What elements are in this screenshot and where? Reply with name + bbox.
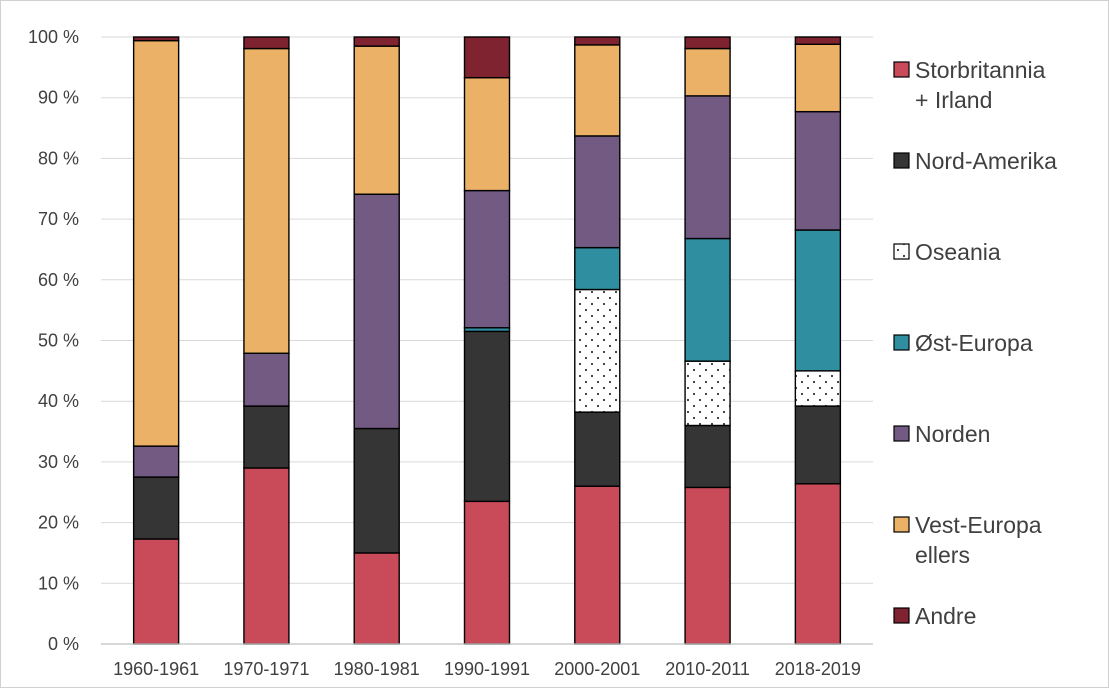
y-tick-label: 80 %	[38, 148, 79, 168]
legend-item-norden: Norden	[893, 421, 990, 447]
bar-segment-nord-amerika	[243, 405, 290, 469]
bar-segment-norden	[794, 110, 842, 231]
x-axis-tick-labels: 1960-1961 1970-1971 1980-1981 1990-1991 2000…	[113, 659, 861, 679]
legend-swatch	[893, 243, 910, 260]
legend-item-andre: Andre	[893, 603, 976, 629]
bar-stack-1980-1981	[353, 36, 400, 645]
x-tick-label: 2010-2011	[665, 659, 750, 679]
bar-segment-vest-europa-ellers	[794, 43, 842, 113]
y-tick-label: 90 %	[38, 88, 79, 108]
x-tick-label: 2000-2001	[554, 659, 640, 679]
bar-segment-andre	[684, 36, 731, 50]
bar-segment-storbritannia-irland	[463, 500, 511, 645]
legend-label: Andre	[915, 603, 976, 629]
x-tick-label: 1960-1961	[113, 659, 199, 679]
legend-label: Norden	[915, 421, 990, 447]
bar-segment-norden	[684, 95, 731, 240]
bar-segment-andre	[132, 36, 180, 42]
legend-label: Storbritannia	[915, 57, 1046, 83]
bar-segment-nord-amerika	[353, 427, 400, 554]
bar-segment-nord-amerika	[684, 424, 731, 489]
bar-segment-ost-europa	[684, 237, 731, 362]
y-tick-label: 50 %	[38, 331, 79, 351]
y-tick-label: 40 %	[38, 391, 79, 411]
bar-segment-nord-amerika	[794, 405, 842, 485]
bar-segment-nord-amerika	[132, 476, 180, 540]
bar-segment-norden	[243, 352, 290, 407]
legend-label: ellers	[915, 542, 970, 568]
bar-segment-andre	[574, 36, 621, 46]
bar-segment-vest-europa-ellers	[132, 39, 180, 447]
bar-segment-vest-europa-ellers	[243, 47, 290, 354]
legend-item-storbritannia-irland: Storbritannia + Irland	[893, 57, 1046, 113]
bar-segment-norden	[463, 189, 511, 329]
legend-label: Vest-Europa	[915, 512, 1042, 538]
bar-segment-vest-europa-ellers	[684, 47, 731, 97]
bar-stack-1970-1971	[243, 36, 290, 645]
bar-segment-storbritannia-irland	[353, 552, 400, 645]
y-tick-label: 100 %	[28, 27, 79, 47]
legend-swatch	[893, 61, 910, 78]
bar-segment-storbritannia-irland	[132, 538, 180, 645]
bar-segment-norden	[132, 445, 180, 478]
legend-swatch	[893, 607, 910, 624]
bar-stack-1960-1961	[132, 36, 180, 645]
bar-segment-storbritannia-irland	[684, 486, 731, 645]
legend-swatch	[893, 425, 910, 442]
bar-stack-2000-2001	[574, 36, 621, 645]
legend-swatch	[893, 516, 910, 533]
legend-item-oseania: Oseania	[893, 239, 1001, 265]
bar-segment-andre	[463, 36, 511, 79]
legend-label: + Irland	[915, 87, 992, 113]
x-tick-label: 1970-1971	[223, 659, 309, 679]
bar-segment-norden	[353, 193, 400, 430]
bar-segment-storbritannia-irland	[574, 485, 621, 645]
x-tick-label: 1990-1991	[444, 659, 530, 679]
bar-segment-oseania	[684, 360, 731, 427]
legend-swatch	[893, 152, 910, 169]
legend-item-vest-europa-ellers: Vest-Europa ellers	[893, 512, 1042, 568]
bar-segment-norden	[574, 135, 621, 249]
bar-segment-storbritannia-irland	[243, 467, 290, 645]
legend-swatch	[893, 334, 910, 351]
x-tick-label: 2018-2019	[775, 659, 861, 679]
bar-segment-andre	[794, 36, 842, 45]
legend: Storbritannia + Irland Nord-Amerika Oseania…	[893, 57, 1057, 629]
bar-segment-oseania	[574, 288, 621, 413]
bar-segment-ost-europa	[574, 246, 621, 291]
bar-stack-1990-1991	[463, 36, 511, 645]
legend-label: Øst-Europa	[915, 330, 1033, 356]
bar-segment-nord-amerika	[463, 330, 511, 503]
bar-segment-ost-europa	[794, 229, 842, 372]
legend-label: Oseania	[915, 239, 1001, 265]
y-tick-label: 0 %	[48, 634, 79, 654]
bar-segment-oseania	[794, 370, 842, 407]
bar-stack-2010-2011	[684, 36, 731, 645]
bar-segment-andre	[243, 36, 290, 50]
bar-segment-andre	[353, 36, 400, 47]
bar-stack-2018-2019	[794, 36, 842, 645]
legend-item-ost-europa: Øst-Europa	[893, 330, 1033, 356]
bar-segment-vest-europa-ellers	[353, 45, 400, 195]
y-axis-tick-labels: 0 % 10 % 20 % 30 % 40 % 50 % 60 % 70 % 80 % 90 % 1…	[28, 27, 79, 654]
y-tick-label: 30 %	[38, 452, 79, 472]
legend-item-nord-amerika: Nord-Amerika	[893, 148, 1057, 174]
y-tick-label: 10 %	[38, 573, 79, 593]
bar-segment-vest-europa-ellers	[574, 44, 621, 137]
y-tick-label: 60 %	[38, 270, 79, 290]
bar-segment-nord-amerika	[574, 411, 621, 487]
y-tick-label: 70 %	[38, 209, 79, 229]
x-tick-label: 1980-1981	[334, 659, 420, 679]
bar-segment-vest-europa-ellers	[463, 76, 511, 192]
y-tick-label: 20 %	[38, 513, 79, 533]
bar-stacks	[132, 36, 842, 645]
bar-segment-storbritannia-irland	[794, 483, 842, 645]
legend-label: Nord-Amerika	[915, 148, 1057, 174]
